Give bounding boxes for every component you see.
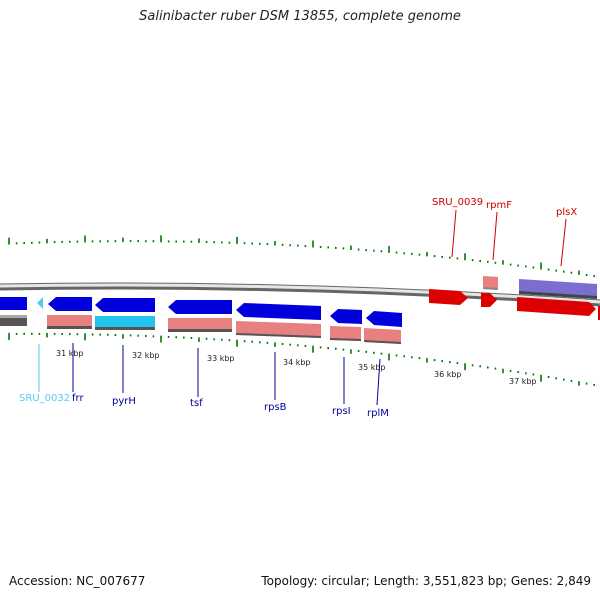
- reverse-cds-features: [0, 297, 402, 327]
- rna-block-rpsI[interactable]: [330, 326, 361, 341]
- ruler-label: 33 kbp: [207, 354, 235, 363]
- outer-tick-ring: [8, 235, 596, 278]
- gene-arrow-rpsI[interactable]: [330, 309, 362, 324]
- ruler-label: 34 kbp: [283, 358, 311, 367]
- gene-arrow-frr[interactable]: [48, 297, 92, 311]
- ruler-label: 35 kbp: [358, 363, 386, 372]
- gene-arrow-tsf[interactable]: [168, 300, 232, 314]
- ruler-labels: 31 kbp 32 kbp 33 kbp 34 kbp 35 kbp 36 kb…: [56, 349, 537, 386]
- gene-label-rpsI[interactable]: rpsI: [332, 406, 351, 417]
- ruler-label: 36 kbp: [434, 370, 462, 379]
- gene-arrow-rpmF[interactable]: [481, 293, 497, 307]
- gene-label-rplM[interactable]: rplM: [367, 408, 389, 419]
- gene-label-plsX[interactable]: plsX: [556, 207, 577, 218]
- backbone-segment-top: [0, 315, 27, 318]
- gene-label-pyrH[interactable]: pyrH: [112, 396, 136, 407]
- gene-arrow-sru0032[interactable]: [37, 297, 43, 309]
- gene-label-frr[interactable]: frr: [72, 393, 84, 404]
- gene-label-sru0039[interactable]: SRU_0039: [432, 197, 483, 208]
- gene-arrow-pyrH[interactable]: [95, 298, 155, 312]
- gene-labels: SRU_0032 frr pyrH tsf rpsB rpsI rplM SRU…: [19, 197, 577, 419]
- genome-summary: Topology: circular; Length: 3,551,823 bp…: [261, 574, 591, 588]
- map-title: Salinibacter ruber DSM 13855, complete g…: [139, 9, 461, 24]
- ruler-label: 31 kbp: [56, 349, 84, 358]
- gene-arrow-rplM[interactable]: [366, 311, 402, 327]
- gene-arrow-edge[interactable]: [0, 297, 27, 310]
- rna-block-pyrH[interactable]: [95, 316, 155, 330]
- genome-backbone-highlight: [0, 283, 600, 304]
- accession-label: Accession: NC_007677: [9, 574, 146, 588]
- backbone-segment: [0, 315, 27, 326]
- ruler-label: 37 kbp: [509, 377, 537, 386]
- rna-block-tsf[interactable]: [168, 318, 232, 332]
- gene-arrow-rpsB[interactable]: [236, 303, 321, 320]
- gene-label-rpmF[interactable]: rpmF: [486, 200, 512, 211]
- rna-block-rplM[interactable]: [364, 328, 401, 344]
- rna-block-rpmF[interactable]: [483, 276, 498, 290]
- forward-features: [429, 276, 600, 320]
- gene-label-sru0032[interactable]: SRU_0032: [19, 393, 70, 404]
- gene-label-tsf[interactable]: tsf: [190, 398, 203, 409]
- inner-tick-ring: [8, 332, 596, 386]
- ruler-label: 32 kbp: [132, 351, 160, 360]
- rna-features: [47, 315, 401, 344]
- gene-arrow-SRU_0039[interactable]: [429, 289, 468, 305]
- gene-label-rpsB[interactable]: rpsB: [264, 402, 287, 413]
- gene-arrow-plsX[interactable]: [517, 297, 596, 316]
- rna-block-frr[interactable]: [47, 315, 92, 329]
